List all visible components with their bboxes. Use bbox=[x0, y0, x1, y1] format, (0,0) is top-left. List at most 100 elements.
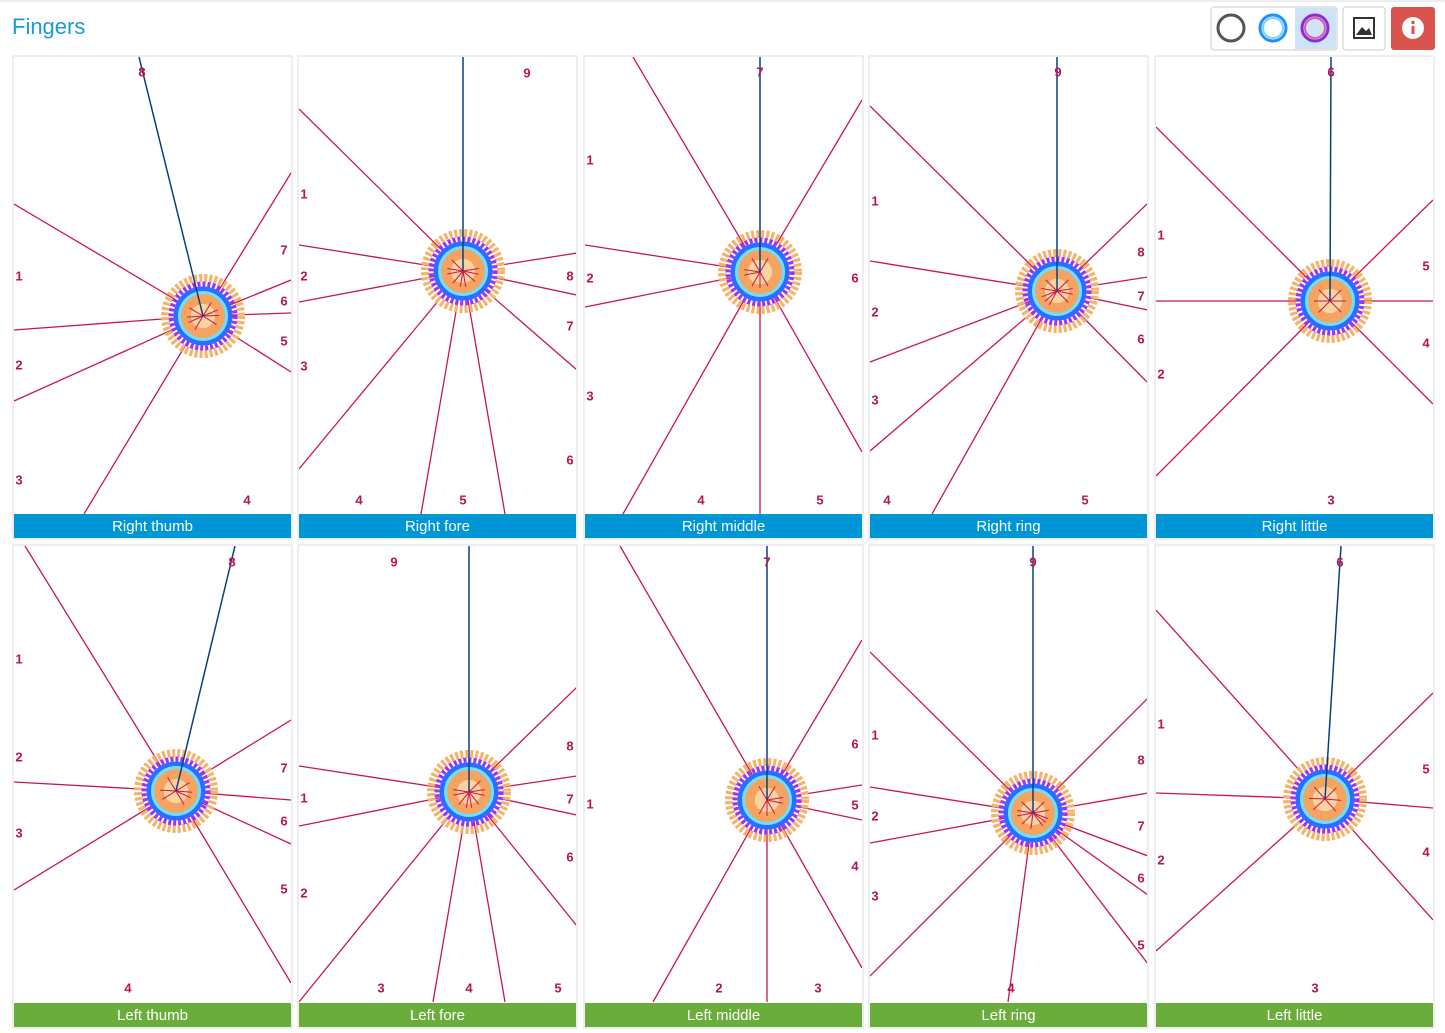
finger-label: Right thumb bbox=[112, 518, 193, 535]
core-spoke bbox=[1032, 812, 1047, 823]
core-spoke bbox=[1056, 290, 1069, 303]
core-spoke bbox=[452, 270, 464, 284]
ridge-count: 4 bbox=[465, 980, 473, 995]
core-spoke bbox=[1041, 290, 1058, 298]
core-spoke bbox=[751, 257, 761, 273]
core-spoke bbox=[758, 785, 768, 801]
finger-panel[interactable]: 8 1 2 3 4 5 6 7 Left thumb bbox=[12, 544, 293, 1029]
finger-image bbox=[299, 546, 576, 1003]
finger-panel[interactable]: 9 1 2 3 4 5 6 7 8 Left ring bbox=[868, 544, 1149, 1029]
core-spoke bbox=[1313, 786, 1326, 800]
core-spoke bbox=[1032, 812, 1049, 820]
ridge-line bbox=[1156, 126, 1331, 302]
finger-image bbox=[1156, 546, 1433, 952]
ridge-count: 4 bbox=[851, 858, 859, 873]
core-spoke bbox=[1017, 812, 1034, 817]
ridge-count: 4 bbox=[124, 980, 132, 995]
finger-label: Left thumb bbox=[117, 1007, 188, 1024]
core-spoke bbox=[167, 777, 177, 792]
core-spoke bbox=[751, 271, 761, 287]
core-spoke bbox=[1329, 289, 1342, 302]
core-spoke bbox=[188, 307, 204, 317]
finger-panel[interactable]: 6 1 2 3 4 5 Right little bbox=[1154, 55, 1435, 540]
ridge-line bbox=[632, 57, 761, 273]
core-spoke bbox=[462, 270, 467, 287]
panel-frame bbox=[12, 55, 293, 540]
core-ring bbox=[1283, 757, 1367, 841]
core-spoke bbox=[1017, 809, 1034, 814]
core-spoke bbox=[453, 791, 470, 796]
toggle-blue[interactable] bbox=[1258, 13, 1288, 43]
label-bar bbox=[299, 1003, 576, 1027]
core-spoke bbox=[462, 270, 476, 282]
ridge-count: 2 bbox=[15, 749, 22, 764]
ridge-count: 8 bbox=[1137, 752, 1144, 767]
finger-panel[interactable]: 9 1 2 3 4 5 6 7 8 Right fore bbox=[297, 55, 578, 540]
finger-label: Right ring bbox=[976, 518, 1040, 535]
ridge-count: 3 bbox=[586, 388, 593, 403]
ridge-line bbox=[299, 791, 470, 1003]
ridge-count: 5 bbox=[1422, 761, 1429, 776]
core-ring bbox=[991, 771, 1075, 855]
toggle-purple[interactable] bbox=[1300, 13, 1330, 43]
core-spoke bbox=[1032, 812, 1044, 827]
ridge-count: 7 bbox=[280, 242, 287, 257]
core-spoke bbox=[758, 799, 768, 815]
ridge-line bbox=[585, 271, 761, 308]
ridge-count: 4 bbox=[697, 492, 705, 507]
core-spoke bbox=[766, 799, 776, 815]
ridge-count: 5 bbox=[554, 980, 561, 995]
ridge-line bbox=[1156, 609, 1326, 800]
finger-label: Right fore bbox=[405, 518, 470, 535]
core-ring bbox=[178, 291, 228, 341]
ridge-count: 7 bbox=[763, 554, 770, 569]
core-ring bbox=[421, 229, 505, 313]
panel-frame bbox=[583, 55, 864, 540]
image-button[interactable] bbox=[1342, 6, 1386, 51]
core-spoke bbox=[759, 271, 769, 287]
ridge-line bbox=[622, 271, 761, 514]
ridge-count: 2 bbox=[1157, 366, 1164, 381]
ridge-count: 1 bbox=[871, 727, 878, 742]
core-spoke bbox=[744, 269, 761, 273]
ridge-count: 9 bbox=[1054, 64, 1061, 79]
section-title: Fingers bbox=[12, 14, 85, 39]
finger-panel[interactable]: 8 1 2 3 4 5 6 7 Right thumb bbox=[12, 55, 293, 540]
core-spoke bbox=[744, 271, 761, 276]
core-spoke bbox=[447, 268, 464, 272]
core-ring bbox=[141, 756, 211, 826]
ridge-line bbox=[14, 203, 204, 317]
ridge-line bbox=[1007, 812, 1034, 1003]
finger-image bbox=[299, 57, 576, 514]
ridge-count: 5 bbox=[459, 492, 466, 507]
finger-panel[interactable]: 7 1 2 3 4 5 6 Left middle bbox=[583, 544, 864, 1029]
ridge-count: 9 bbox=[390, 554, 397, 569]
core-spoke bbox=[766, 797, 783, 801]
finger-panel[interactable]: 9 1 2 3 4 5 6 7 8 Left fore bbox=[297, 544, 578, 1029]
ridge-count: 5 bbox=[1422, 258, 1429, 273]
axis-line bbox=[1324, 546, 1342, 800]
core-spoke bbox=[1021, 801, 1034, 814]
info-button[interactable] bbox=[1391, 7, 1435, 50]
core-spoke bbox=[1324, 798, 1337, 812]
ridge-count: 6 bbox=[566, 452, 573, 467]
finger-panel[interactable]: 9 1 2 3 4 5 6 7 8 Right ring bbox=[868, 55, 1149, 540]
ridge-count: 7 bbox=[1137, 288, 1144, 303]
core-spoke bbox=[462, 270, 479, 275]
core-spoke bbox=[159, 789, 177, 792]
ridge-count: 6 bbox=[280, 813, 287, 828]
ridge-count: 3 bbox=[871, 888, 878, 903]
label-bar bbox=[299, 514, 576, 538]
finger-panel[interactable]: 6 1 2 3 4 5 Left little bbox=[1154, 544, 1435, 1029]
core-spoke bbox=[459, 270, 464, 287]
finger-label: Left fore bbox=[410, 1007, 465, 1024]
core-ring bbox=[134, 749, 218, 833]
label-bar bbox=[14, 514, 291, 538]
ridge-count: 5 bbox=[280, 881, 287, 896]
ridge-line bbox=[870, 290, 1058, 363]
ridge-count: 9 bbox=[523, 65, 530, 80]
finger-panel[interactable]: 7 1 2 3 4 5 6 Right middle bbox=[583, 55, 864, 540]
toggle-plain[interactable] bbox=[1216, 13, 1246, 43]
core-spoke bbox=[1030, 812, 1034, 829]
